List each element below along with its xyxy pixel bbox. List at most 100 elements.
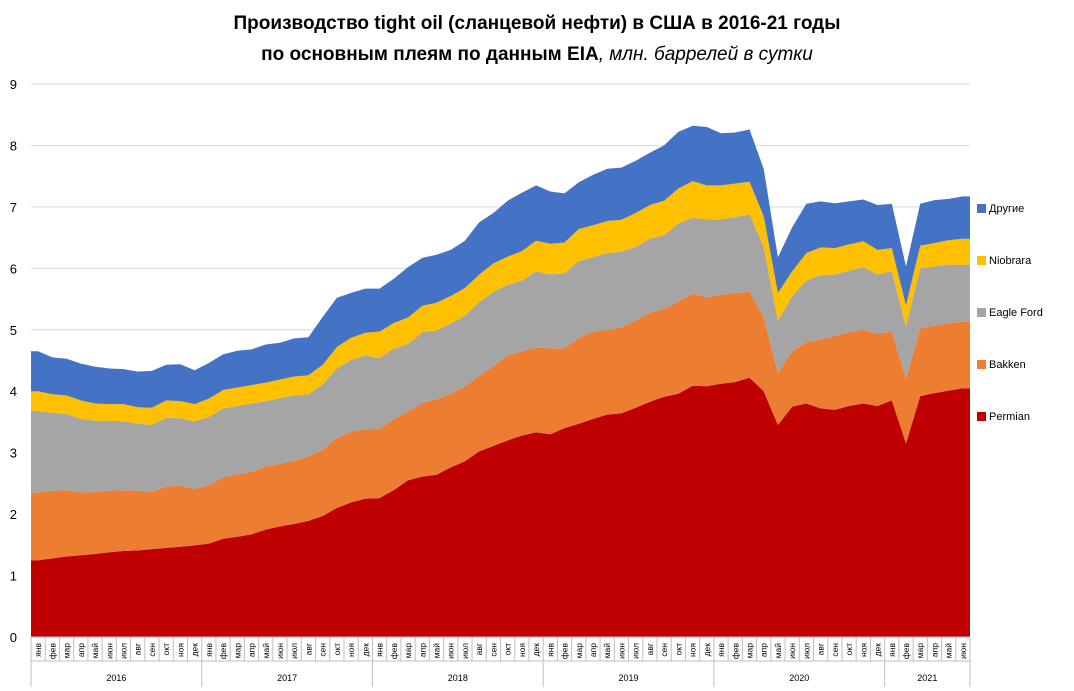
- legend-item: Niobrara: [977, 252, 1032, 267]
- x-month-label: июл: [118, 643, 128, 659]
- legend-label: Bakken: [989, 358, 1026, 371]
- y-tick-label: 7: [10, 200, 17, 215]
- x-month-label: дек: [873, 643, 883, 657]
- x-month-label: фев: [730, 643, 740, 660]
- y-tick-label: 6: [10, 261, 17, 276]
- legend-item: Eagle Ford: [977, 304, 1043, 319]
- x-month-label: авг: [474, 643, 484, 655]
- x-month-label: май: [602, 643, 612, 659]
- x-month-label: окт: [844, 643, 854, 656]
- x-year-label: 2019: [619, 673, 639, 683]
- legend-item: Permian: [977, 408, 1030, 423]
- x-month-label: янв: [33, 643, 43, 657]
- chart-title-unit: , млн. баррелей в сутки: [598, 44, 813, 65]
- x-year-label: 2020: [789, 673, 809, 683]
- legend-label: Niobrara: [989, 254, 1032, 267]
- x-month-label: янв: [887, 643, 897, 657]
- x-month-label: окт: [161, 643, 171, 656]
- y-tick-label: 1: [10, 569, 17, 584]
- x-month-label: авг: [645, 643, 655, 655]
- legend-swatch: [977, 360, 986, 370]
- x-month-label: апр: [929, 643, 939, 657]
- x-month-label: сен: [147, 643, 157, 657]
- x-month-label: май: [431, 643, 441, 659]
- x-month-label: авг: [816, 643, 826, 655]
- legend-swatch: [977, 308, 986, 318]
- x-month-label: июн: [787, 643, 797, 659]
- y-tick-label: 3: [10, 446, 17, 461]
- x-month-label: июн: [446, 643, 456, 659]
- legend-label: Другие: [989, 202, 1025, 215]
- area-Niobrara: [31, 181, 970, 425]
- area-Bakken: [31, 291, 970, 561]
- x-month-label: фев: [218, 643, 228, 660]
- x-month-label: мар: [574, 643, 584, 659]
- area-Eagle Ford: [31, 214, 970, 493]
- x-month-label: окт: [332, 643, 342, 656]
- x-month-label: мар: [403, 643, 413, 659]
- y-axis: 0 1 2 3 4 5 6 7 8 9: [10, 77, 17, 645]
- x-month-label: май: [944, 643, 954, 659]
- x-month-label: июн: [616, 643, 626, 659]
- chart-title-line2: по основным плеям по данным EIA, млн. ба…: [0, 39, 1074, 70]
- x-year-label: 2017: [277, 673, 297, 683]
- x-month-label: янв: [204, 643, 214, 657]
- x-month-label: апр: [76, 643, 86, 657]
- x-month-label: сен: [659, 643, 669, 657]
- x-year-label: 2021: [917, 673, 937, 683]
- x-month-label: окт: [503, 643, 513, 656]
- x-month-label: ноя: [688, 643, 698, 657]
- y-tick-label: 9: [10, 77, 17, 92]
- x-month-label: янв: [545, 643, 555, 657]
- legend-swatch: [977, 412, 986, 422]
- x-month-label: июн: [958, 643, 968, 659]
- x-month-label: янв: [375, 643, 385, 657]
- y-tick-label: 0: [10, 630, 17, 645]
- x-month-label: фев: [560, 643, 570, 660]
- x-month-label: фев: [901, 643, 911, 660]
- x-month-label: мар: [232, 643, 242, 659]
- legend-label: Eagle Ford: [989, 306, 1043, 319]
- x-month-label: июл: [289, 643, 299, 659]
- x-month-label: июл: [460, 643, 470, 659]
- x-month-label: дек: [531, 643, 541, 657]
- x-month-label: фев: [47, 643, 57, 660]
- x-month-label: дек: [190, 643, 200, 657]
- x-month-label: сен: [488, 643, 498, 657]
- x-month-label: ноя: [346, 643, 356, 657]
- x-month-label: окт: [673, 643, 683, 656]
- x-month-label: май: [773, 643, 783, 659]
- y-tick-label: 4: [10, 384, 17, 399]
- x-month-label: июл: [801, 643, 811, 659]
- x-month-label: ноя: [517, 643, 527, 657]
- x-month-label: июн: [275, 643, 285, 659]
- chart-title: Производство tight oil (сланцевой нефти)…: [0, 8, 1074, 70]
- legend-label: Permian: [989, 410, 1030, 423]
- x-month-label: май: [261, 643, 271, 659]
- x-month-label: мар: [744, 643, 754, 659]
- x-month-label: апр: [417, 643, 427, 657]
- x-month-label: авг: [133, 643, 143, 655]
- legend-item: Другие: [977, 200, 1025, 215]
- area-Permian: [31, 377, 970, 637]
- x-month-label: дек: [360, 643, 370, 657]
- x-month-label: мар: [62, 643, 72, 659]
- x-month-label: апр: [247, 643, 257, 657]
- x-month-label: сен: [830, 643, 840, 657]
- series-areas: [31, 125, 970, 637]
- y-tick-label: 5: [10, 323, 17, 338]
- x-month-label: ноя: [175, 643, 185, 657]
- x-month-label: фев: [389, 643, 399, 660]
- x-axis: янв фев мар апр май июн июл авг сен окт ноя дек янв ф…: [30, 636, 971, 687]
- x-month-label: янв: [716, 643, 726, 657]
- x-year-label: 2018: [448, 673, 468, 683]
- x-month-label: апр: [588, 643, 598, 657]
- x-month-label: июн: [104, 643, 114, 659]
- legend-swatch: [977, 256, 986, 266]
- y-tick-label: 8: [10, 138, 17, 153]
- x-month-label: июл: [631, 643, 641, 659]
- x-month-label: дек: [702, 643, 712, 657]
- chart-title-line1: Производство tight oil (сланцевой нефти)…: [233, 13, 841, 34]
- x-month-label: май: [90, 643, 100, 659]
